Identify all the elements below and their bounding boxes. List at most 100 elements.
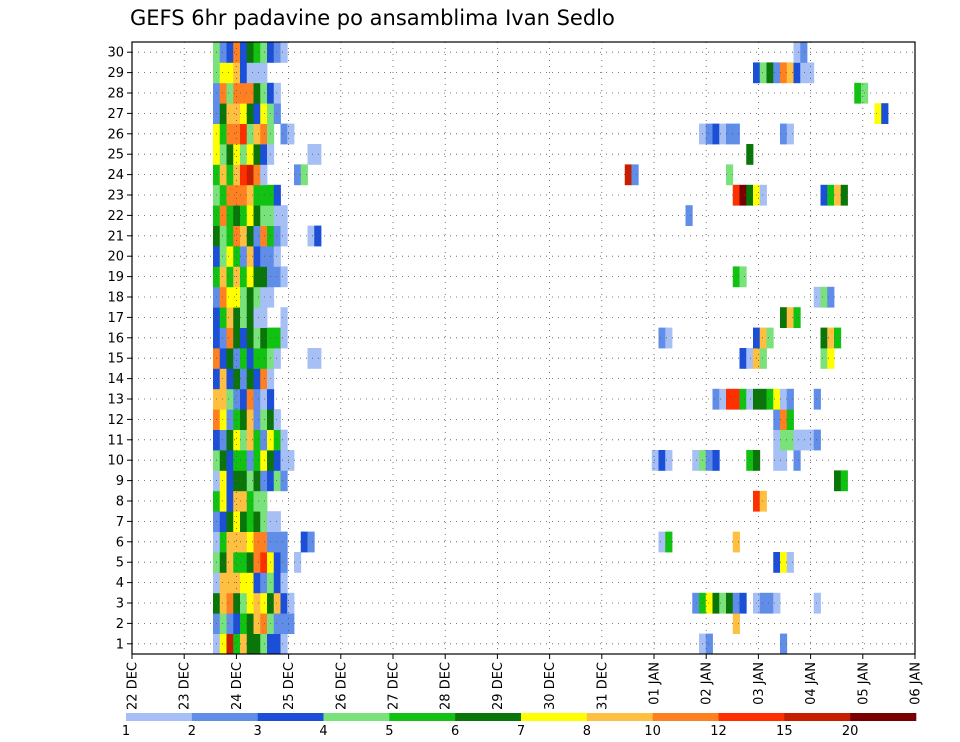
heatmap-cell bbox=[226, 572, 234, 594]
heatmap-cell bbox=[226, 409, 234, 430]
y-tick-label: 22 bbox=[107, 209, 124, 224]
heatmap-cell bbox=[246, 552, 254, 573]
heatmap-cell bbox=[314, 144, 322, 165]
heatmap-cell bbox=[260, 592, 268, 614]
heatmap-cell bbox=[732, 388, 740, 410]
legend-swatch bbox=[323, 713, 390, 721]
x-axis-ticks: 22 DEC 23 DEC 24 DEC 25 DEC 26 DEC 27 DEC 28 D… bbox=[126, 654, 924, 710]
heatmap-cell bbox=[800, 429, 808, 451]
heatmap-cell bbox=[226, 246, 234, 267]
heatmap-cell bbox=[253, 592, 261, 614]
heatmap-cell bbox=[219, 307, 227, 328]
heatmap-cell bbox=[240, 450, 248, 471]
heatmap-cell bbox=[219, 429, 227, 451]
heatmap-cell bbox=[780, 62, 788, 84]
heatmap-cell bbox=[287, 592, 295, 614]
heatmap-cell bbox=[233, 286, 241, 308]
heatmap-cell bbox=[766, 592, 774, 614]
heatmap-cell bbox=[233, 613, 241, 634]
heatmap-cell bbox=[226, 103, 234, 124]
x-tick-label: 22 DEC bbox=[126, 662, 141, 710]
heatmap-cell bbox=[260, 62, 268, 84]
heatmap-cell bbox=[246, 205, 254, 226]
legend-label: 7 bbox=[517, 724, 525, 739]
heatmap-cell bbox=[253, 368, 261, 390]
heatmap-cell bbox=[240, 592, 248, 614]
heatmap-cell bbox=[273, 511, 281, 532]
heatmap-cell bbox=[226, 511, 234, 532]
heatmap-cell bbox=[253, 62, 261, 84]
heatmap-cell bbox=[759, 388, 767, 410]
heatmap-cell bbox=[766, 388, 774, 410]
heatmap-cell bbox=[219, 388, 227, 410]
heatmap-cell bbox=[746, 348, 754, 369]
legend-label: 2 bbox=[188, 724, 196, 739]
heatmap-cell bbox=[226, 144, 234, 165]
heatmap-cell bbox=[260, 246, 268, 267]
heatmap-cell bbox=[233, 429, 241, 451]
heatmap-cell bbox=[253, 450, 261, 471]
heatmap-cell bbox=[226, 368, 234, 390]
heatmap-cell bbox=[240, 531, 248, 553]
legend-label: 3 bbox=[254, 724, 262, 739]
heatmap-cell bbox=[273, 592, 281, 614]
heatmap-cell bbox=[246, 286, 254, 308]
heatmap-cell bbox=[226, 531, 234, 553]
heatmap-cell bbox=[233, 307, 241, 328]
heatmap-cell bbox=[273, 205, 281, 226]
heatmap-cell bbox=[219, 531, 227, 553]
heatmap-cell bbox=[773, 552, 781, 573]
heatmap-cell bbox=[624, 164, 632, 186]
heatmap-cell bbox=[219, 450, 227, 471]
heatmap-cell bbox=[260, 572, 268, 594]
y-tick-label: 11 bbox=[107, 433, 124, 448]
x-tick-label: 29 DEC bbox=[491, 662, 506, 710]
heatmap-cell bbox=[273, 633, 281, 655]
heatmap-cell bbox=[665, 450, 673, 471]
heatmap-cell bbox=[273, 82, 281, 104]
x-tick-label: 25 DEC bbox=[282, 662, 297, 710]
heatmap-cell bbox=[226, 348, 234, 369]
heatmap-cell bbox=[827, 184, 835, 206]
heatmap-cell bbox=[246, 592, 254, 614]
heatmap-cell bbox=[820, 327, 828, 349]
legend-swatch bbox=[652, 713, 719, 721]
heatmap-cell bbox=[260, 348, 268, 369]
heatmap-cell bbox=[273, 613, 281, 634]
heatmap-cells bbox=[213, 42, 889, 655]
heatmap-cell bbox=[874, 103, 882, 124]
y-tick-label: 9 bbox=[116, 474, 124, 489]
legend-swatch bbox=[191, 713, 258, 721]
heatmap-cell bbox=[307, 225, 315, 247]
heatmap-cell bbox=[726, 388, 734, 410]
heatmap-cell bbox=[273, 470, 281, 492]
heatmap-cell bbox=[719, 123, 727, 145]
x-tick-label: 04 JAN bbox=[804, 662, 819, 705]
heatmap-cell bbox=[260, 470, 268, 492]
heatmap-cell bbox=[793, 450, 801, 471]
heatmap-cell bbox=[273, 184, 281, 206]
heatmap-cell bbox=[219, 123, 227, 145]
heatmap-cell bbox=[840, 470, 848, 492]
heatmap-cell bbox=[260, 103, 268, 124]
x-tick-label: 06 JAN bbox=[909, 662, 924, 705]
heatmap-cell bbox=[226, 470, 234, 492]
grid-lines bbox=[132, 42, 915, 654]
heatmap-cell bbox=[233, 123, 241, 145]
heatmap-cell bbox=[219, 184, 227, 206]
heatmap-cell bbox=[233, 470, 241, 492]
y-tick-label: 18 bbox=[107, 291, 124, 306]
heatmap-cell bbox=[233, 164, 241, 186]
y-tick-label: 4 bbox=[116, 576, 124, 591]
heatmap-cell bbox=[246, 307, 254, 328]
heatmap-cell bbox=[253, 103, 261, 124]
heatmap-cell bbox=[273, 103, 281, 124]
heatmap-cell bbox=[253, 572, 261, 594]
heatmap-cell bbox=[219, 327, 227, 349]
heatmap-cell bbox=[260, 205, 268, 226]
heatmap-cell bbox=[240, 429, 248, 451]
heatmap-cell bbox=[253, 246, 261, 267]
heatmap-cell bbox=[219, 490, 227, 512]
heatmap-cell bbox=[226, 164, 234, 186]
heatmap-cell bbox=[246, 62, 254, 84]
